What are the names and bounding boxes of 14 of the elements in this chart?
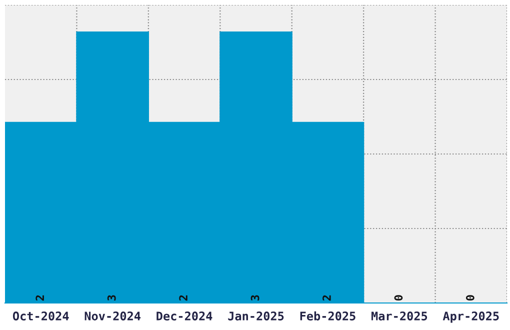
x-tick-label: Dec-2024 bbox=[156, 312, 212, 320]
data-label: 2 bbox=[36, 295, 44, 301]
x-tick-label: Oct-2024 bbox=[12, 312, 69, 320]
data-label: 0 bbox=[394, 295, 403, 301]
data-label: 2 bbox=[322, 295, 331, 301]
data-label: 0 bbox=[466, 295, 474, 301]
x-tick-label: Jan-2025 bbox=[228, 312, 284, 320]
data-label: 2 bbox=[179, 295, 188, 301]
x-tick-label: Mar-2025 bbox=[371, 312, 428, 320]
data-label: 3 bbox=[250, 295, 260, 301]
x-tick-label: Feb-2025 bbox=[300, 311, 356, 320]
x-tick-label: Apr-2025 bbox=[442, 312, 499, 323]
data-label: 3 bbox=[107, 295, 116, 301]
x-tick-label: Nov-2024 bbox=[84, 312, 140, 320]
